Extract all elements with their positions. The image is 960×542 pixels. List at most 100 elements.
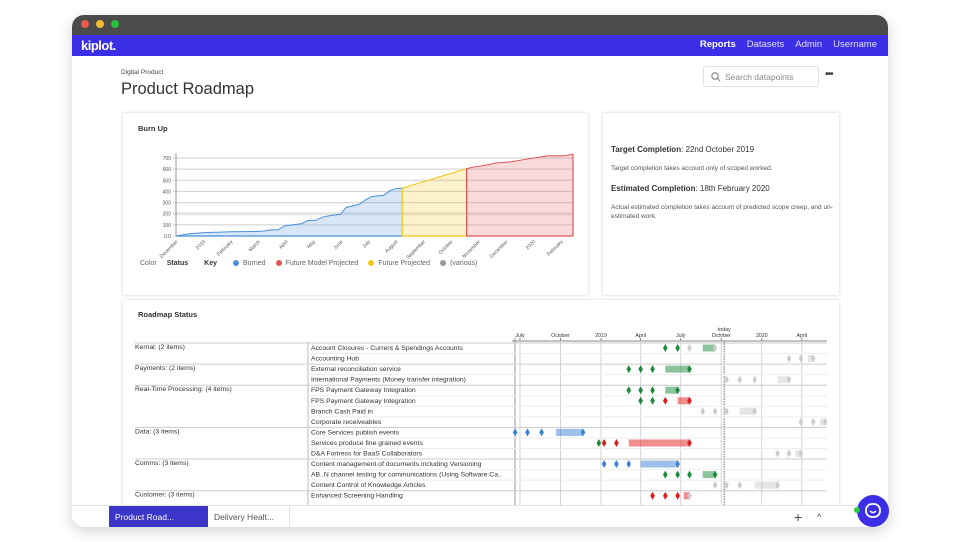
x-tick-label: March — [248, 239, 262, 253]
kiplot-logo[interactable]: kiplot. — [81, 38, 116, 53]
x-tick-label: May — [306, 239, 317, 250]
top-nav: kiplot. Reports Datasets Admin Username — [72, 35, 888, 56]
legend-item-various[interactable]: (various) — [440, 260, 477, 267]
roadmap-item-label: External reconciliation service — [311, 366, 401, 373]
app-window: kiplot. Reports Datasets Admin Username … — [72, 15, 888, 527]
roadmap-item-label: International Payments (Money transfer i… — [311, 377, 466, 384]
nav-datasets[interactable]: Datasets — [746, 39, 785, 50]
progress-bar — [702, 344, 716, 352]
milestone-diamond-icon — [687, 344, 692, 352]
milestone-diamond-icon — [786, 354, 792, 363]
x-tick-label: October — [438, 239, 455, 256]
y-tick-label: 300 — [163, 201, 172, 207]
timeline-tick-label: October — [551, 333, 570, 339]
legend-item-future-projected[interactable]: Future Projected — [368, 260, 430, 267]
y-tick-label: 200 — [163, 212, 172, 218]
x-tick-label: February — [216, 239, 235, 258]
series-area — [402, 168, 467, 236]
end-milestone-diamond-icon — [775, 481, 780, 490]
collapse-button[interactable]: ^ — [817, 512, 822, 522]
milestone-diamond-icon — [638, 386, 643, 395]
milestone-diamond-icon — [614, 460, 619, 469]
roadmap-item-label: Core Services publish events — [311, 429, 400, 436]
progress-bar — [819, 418, 826, 426]
progress-bar — [665, 365, 690, 373]
legend-item-future-model-projected[interactable]: Future Model Projected — [275, 260, 358, 267]
burn-up-chart: 0.0 100 200 300 400 500 600 700 December 2019 Febr… — [159, 153, 574, 261]
timeline-tick-label: July — [515, 333, 525, 339]
milestone-diamond-icon — [601, 460, 607, 469]
progress-bar — [754, 481, 778, 489]
milestone-diamond-icon — [626, 386, 632, 395]
end-milestone-diamond-icon — [687, 438, 692, 447]
legend-dot-icon — [440, 260, 447, 266]
completion-info-card: Target Completion: 22nd October 2019 Tar… — [603, 113, 839, 295]
page-title: Product Roadmap — [121, 80, 254, 98]
group-label: Real-Time Processing: (4 items) — [135, 386, 232, 393]
x-tick-label: December — [159, 239, 180, 260]
milestone-diamond-icon — [525, 428, 530, 437]
roadmap-item-label: FPS Payment Gateway Integration — [311, 398, 416, 405]
y-tick-label: 700 — [163, 156, 172, 162]
progress-bar — [677, 397, 690, 405]
end-milestone-diamond-icon — [675, 386, 680, 395]
end-milestone-diamond-icon — [687, 365, 692, 374]
breadcrumb[interactable]: Digital Product — [121, 69, 164, 76]
legend-key-label[interactable]: Key — [204, 260, 217, 267]
minimize-window-button[interactable] — [96, 20, 104, 28]
progress-bar — [628, 439, 690, 447]
online-status-dot — [854, 507, 860, 513]
milestone-diamond-icon — [662, 491, 668, 500]
title-bar — [72, 15, 888, 35]
milestone-diamond-icon — [724, 375, 729, 384]
estimated-completion: Estimated Completion: 18th February 2020 — [611, 184, 770, 193]
x-tick-label: November — [461, 239, 482, 260]
milestone-diamond-icon — [798, 354, 804, 363]
progress-bar — [807, 355, 814, 363]
search-icon — [711, 72, 721, 82]
nav-admin[interactable]: Admin — [795, 39, 823, 50]
estimated-completion-value: : 18th February 2020 — [695, 184, 770, 193]
close-window-button[interactable] — [81, 20, 89, 28]
roadmap-timeline: July October 2019 April July October 2020 April… — [135, 327, 828, 507]
milestone-diamond-icon — [650, 396, 655, 405]
roadmap-item-label: Branch Cash Paid in — [311, 408, 373, 415]
milestone-diamond-icon — [752, 375, 757, 384]
end-milestone-diamond-icon — [712, 470, 718, 479]
milestone-diamond-icon — [712, 481, 718, 490]
series-line — [466, 153, 574, 170]
y-tick-label: 400 — [163, 189, 172, 195]
estimated-completion-note: Actual estimated completion takes accoun… — [611, 204, 833, 220]
series-line — [402, 168, 467, 189]
timeline-tick-label: 2019 — [595, 333, 607, 339]
more-options-button[interactable]: ••• — [825, 69, 833, 80]
milestone-diamond-icon — [687, 470, 692, 479]
progress-bar — [702, 471, 716, 479]
chat-button[interactable] — [857, 495, 889, 527]
legend-item-burned[interactable]: Burned — [232, 260, 266, 267]
search-input[interactable]: Search datapoints — [703, 66, 819, 87]
roadmap-title: Roadmap Status — [138, 310, 198, 319]
nav-username[interactable]: Username — [833, 39, 877, 50]
progress-bar — [683, 492, 690, 500]
timeline-tick-label: October — [712, 333, 731, 339]
tab-delivery-health[interactable]: Delivery Healt... — [208, 506, 290, 527]
milestone-diamond-icon — [700, 407, 706, 416]
x-tick-label: July — [361, 239, 372, 250]
nav-reports[interactable]: Reports — [699, 39, 736, 50]
tab-product-roadmap[interactable]: Product Road... — [109, 506, 208, 527]
add-tab-button[interactable]: + — [794, 509, 803, 525]
end-milestone-diamond-icon — [810, 354, 816, 363]
group-label: Payments: (2 items) — [135, 365, 195, 372]
milestone-diamond-icon — [775, 449, 780, 458]
milestone-diamond-icon — [798, 417, 804, 426]
end-milestone-diamond-icon — [580, 428, 586, 437]
legend-label: Future Projected — [378, 260, 431, 267]
x-tick-label: 2019 — [195, 239, 207, 251]
milestone-diamond-icon — [724, 481, 729, 490]
milestone-diamond-icon — [662, 470, 668, 479]
legend-status-label[interactable]: Status — [166, 260, 189, 267]
maximize-window-button[interactable] — [111, 20, 119, 28]
milestone-diamond-icon — [638, 365, 643, 374]
milestone-diamond-icon — [626, 365, 632, 374]
